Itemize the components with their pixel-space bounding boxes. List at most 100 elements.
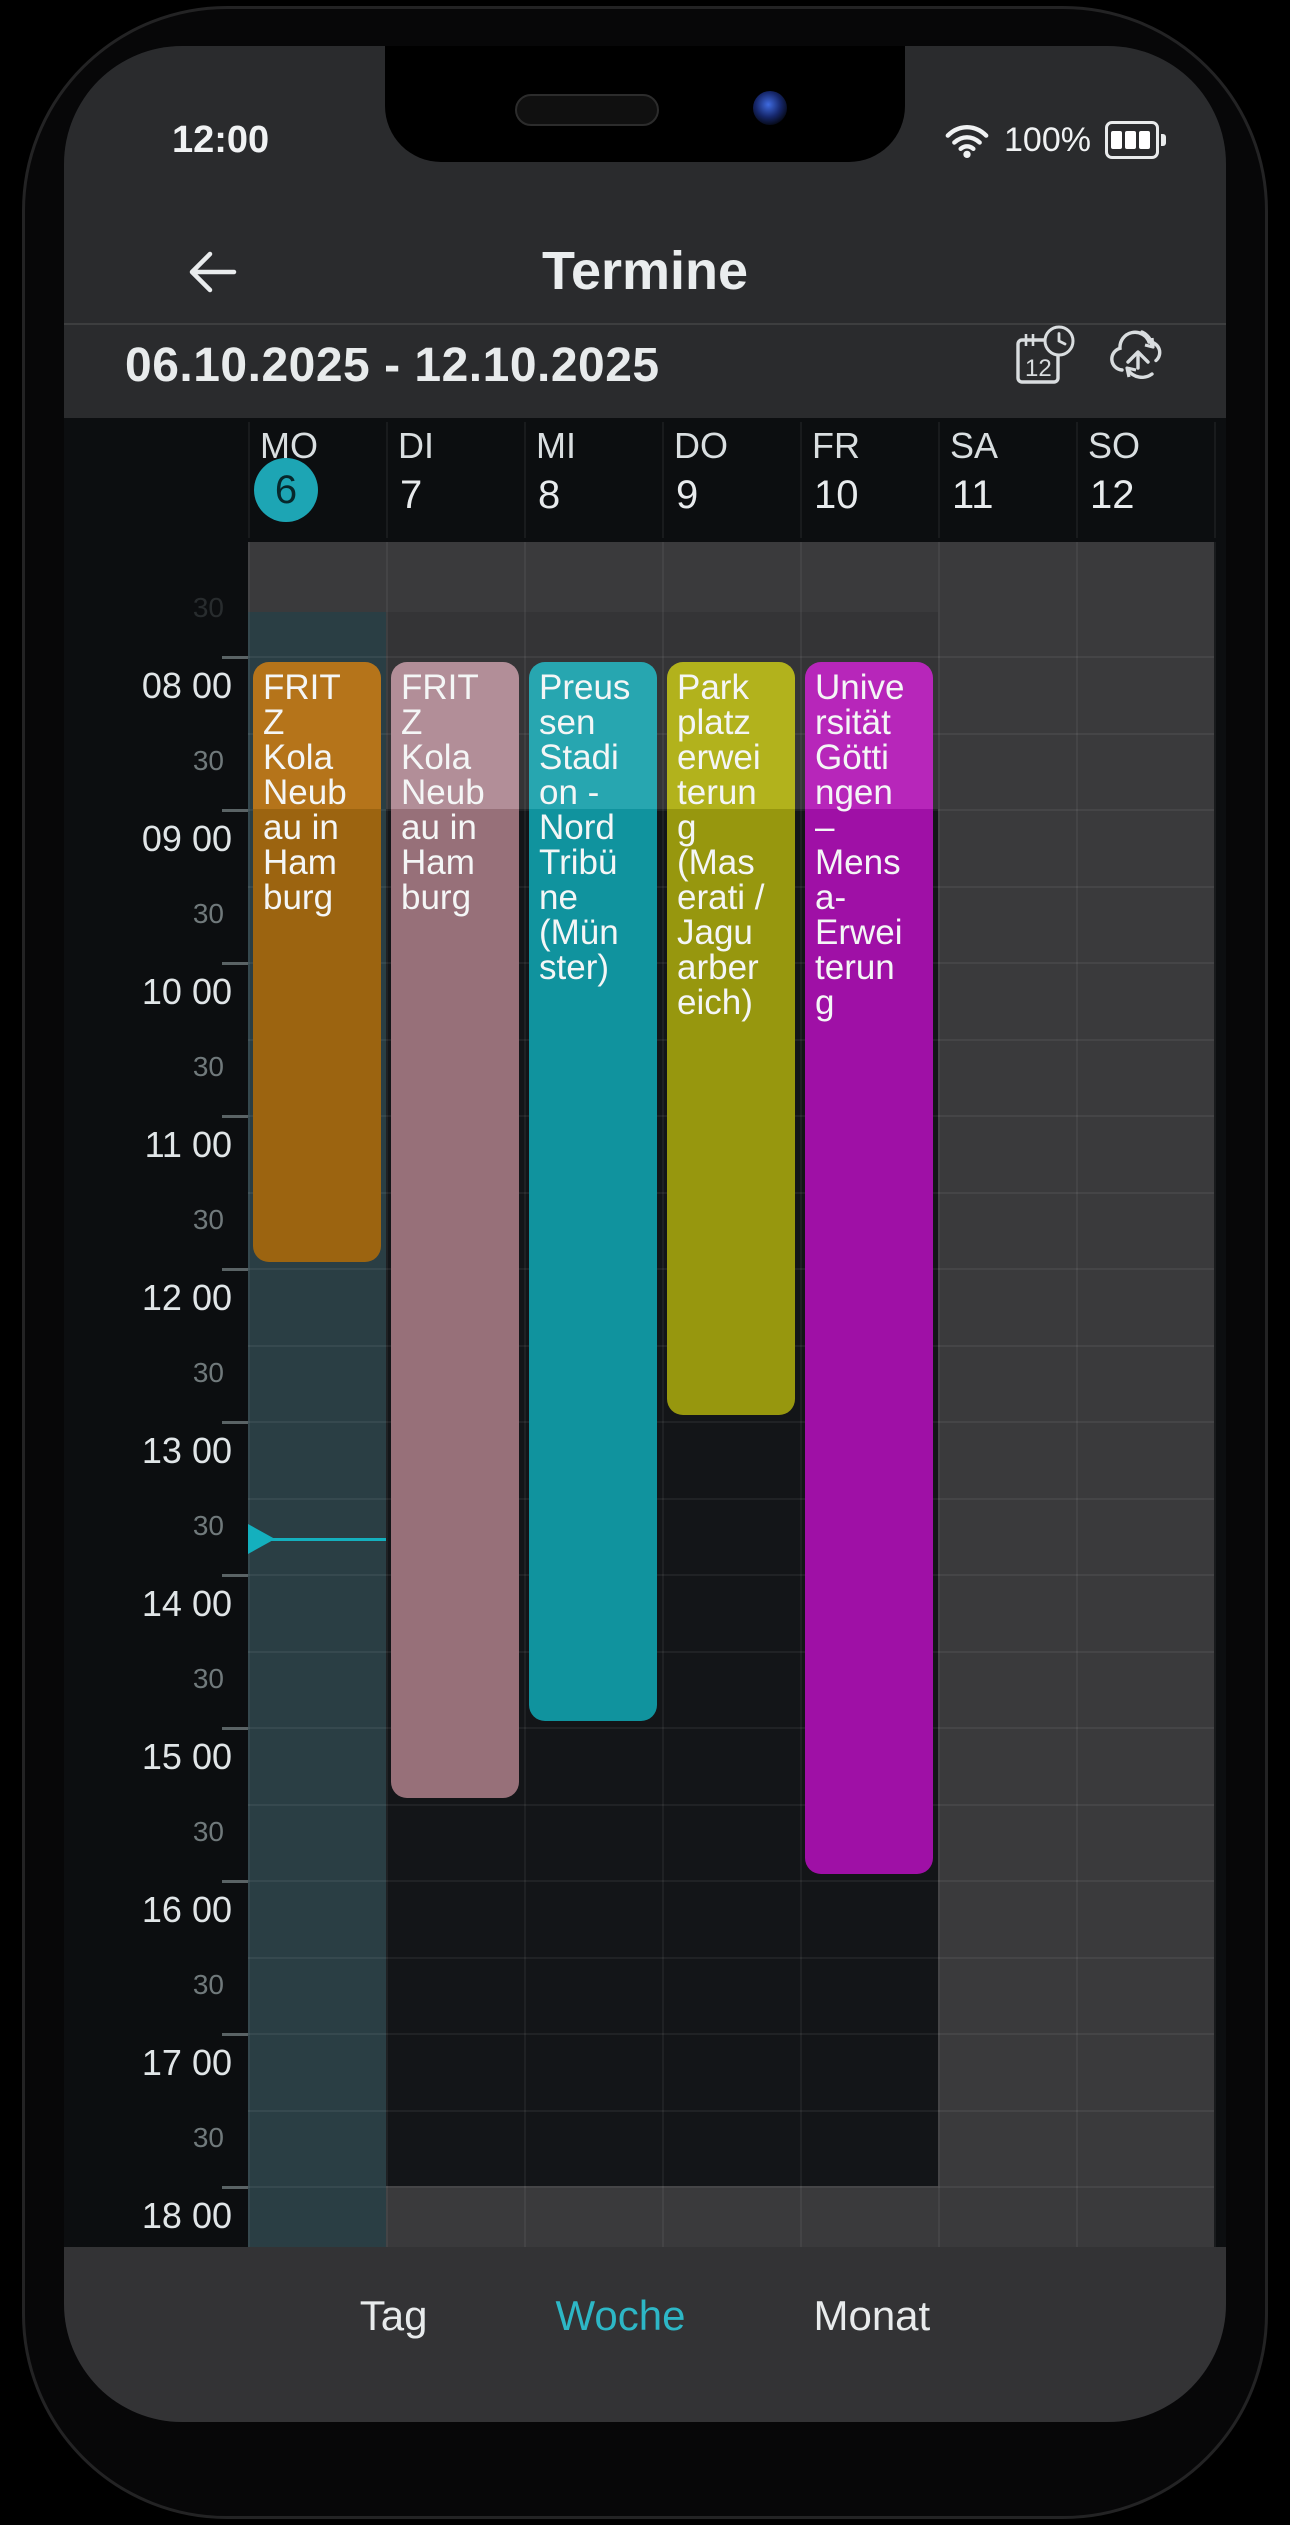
half-hour-label: 30 bbox=[192, 1509, 224, 1541]
status-time: 12:00 bbox=[172, 119, 270, 161]
tab-monat[interactable]: Monat bbox=[813, 2292, 931, 2339]
notch bbox=[385, 46, 905, 162]
column-divider bbox=[1076, 542, 1078, 2247]
hour-label: 12 00 bbox=[141, 1277, 232, 1318]
hour-label: 08 00 bbox=[141, 665, 232, 706]
day-number: 7 bbox=[400, 473, 423, 517]
time-grid[interactable]: 08 00 09 00 10 00 11 00 12 00 13 00 14 00 15 00… bbox=[64, 542, 1226, 2247]
day-number: 10 bbox=[814, 473, 859, 517]
hour-tick bbox=[222, 1574, 248, 1577]
hour-gridline bbox=[248, 1421, 1214, 1423]
back-arrow-icon bbox=[189, 251, 237, 293]
day-name: DO bbox=[674, 425, 728, 466]
day-header-cell-mi[interactable]: MI 8 bbox=[524, 418, 662, 542]
half-hour-label: 30 bbox=[192, 1050, 224, 1082]
week-day-header: MO 6 DI 7 MI 8 DO 9 FR 10 SA 11 SO 12 bbox=[64, 418, 1226, 542]
half-hour-gridline bbox=[248, 1650, 1214, 1653]
half-hour-gridline bbox=[248, 1956, 1214, 1959]
hour-label: 10 00 bbox=[141, 971, 232, 1012]
speaker-grille bbox=[515, 94, 659, 126]
half-hour-label: 30 bbox=[192, 2121, 224, 2153]
half-hour-label: 30 bbox=[192, 897, 224, 929]
day-header-cell-do[interactable]: DO 9 bbox=[662, 418, 800, 542]
today-date-badge: 6 bbox=[254, 458, 318, 522]
battery-icon bbox=[1104, 121, 1166, 159]
day-number: 12 bbox=[1090, 473, 1135, 517]
event-1[interactable]: FRIT Z Kola Neub au in Ham burg bbox=[391, 662, 519, 1798]
front-camera bbox=[753, 91, 787, 125]
hour-tick bbox=[222, 1727, 248, 1730]
hour-label: 14 00 bbox=[141, 1583, 232, 1624]
half-hour-label: 30 bbox=[192, 1968, 224, 2000]
half-hour-label: 30 bbox=[192, 1356, 224, 1388]
column-divider bbox=[800, 422, 802, 538]
hour-label: 09 00 bbox=[141, 818, 232, 859]
half-hour-label: 30 bbox=[192, 1203, 224, 1235]
hour-label: 16 00 bbox=[141, 1889, 232, 1930]
hour-tick bbox=[222, 962, 248, 965]
hour-tick bbox=[222, 1268, 248, 1271]
hour-gridline bbox=[248, 2033, 1214, 2035]
half-hour-gridline bbox=[248, 1497, 1214, 1500]
column-divider bbox=[248, 422, 250, 538]
column-divider bbox=[524, 542, 526, 2247]
battery-percent: 100% bbox=[1004, 120, 1091, 159]
column-divider bbox=[938, 542, 940, 2247]
column-divider bbox=[1214, 422, 1216, 538]
day-header-cell-mo[interactable]: MO 6 bbox=[248, 418, 386, 542]
back-button[interactable] bbox=[182, 242, 242, 302]
day-name: FR bbox=[812, 425, 860, 466]
half-hour-gridline bbox=[248, 1803, 1214, 1806]
day-header-cell-di[interactable]: DI 7 bbox=[386, 418, 524, 542]
hour-label: 13 00 bbox=[141, 1430, 232, 1471]
day-header-cell-sa[interactable]: SA 11 bbox=[938, 418, 1076, 542]
day-name: DI bbox=[398, 425, 434, 466]
page-title: Termine bbox=[541, 241, 749, 301]
day-name: SO bbox=[1088, 425, 1141, 466]
hour-tick bbox=[222, 809, 248, 812]
tab-woche-active[interactable]: Woche bbox=[555, 2292, 686, 2339]
hour-tick bbox=[222, 656, 248, 659]
hour-tick bbox=[222, 2033, 248, 2036]
half-hour-gridline bbox=[248, 2109, 1214, 2112]
hour-gridline bbox=[248, 2186, 1214, 2188]
event-0[interactable]: FRIT Z Kola Neub au in Ham burg bbox=[253, 662, 381, 1262]
column-divider bbox=[662, 422, 664, 538]
column-divider bbox=[386, 542, 388, 2247]
column-divider bbox=[1214, 542, 1216, 2247]
event-2[interactable]: Preus sen Stadi on - Nord Tribü ne (Mün … bbox=[529, 662, 657, 1721]
column-divider bbox=[1076, 422, 1078, 538]
event-4[interactable]: Unive rsität Götti ngen – Mens a- Erwei … bbox=[805, 662, 933, 1874]
hour-tick bbox=[222, 1880, 248, 1883]
current-time-arrow-icon bbox=[248, 1523, 275, 1554]
grid-zone-weekend bbox=[938, 542, 1214, 2247]
day-number: 11 bbox=[952, 473, 994, 517]
cloud-sync-button[interactable] bbox=[1106, 324, 1170, 388]
header-divider bbox=[64, 323, 1226, 325]
day-number: 8 bbox=[538, 473, 561, 517]
half-hour-label: 30 bbox=[192, 744, 224, 776]
date-range-label: 06.10.2025 - 12.10.2025 bbox=[125, 339, 660, 392]
current-time-line bbox=[248, 1537, 386, 1541]
column-divider bbox=[248, 542, 250, 2247]
day-header-cell-so[interactable]: SO 12 bbox=[1076, 418, 1214, 542]
tab-tag[interactable]: Tag bbox=[359, 2292, 428, 2339]
svg-text:12: 12 bbox=[1025, 355, 1052, 382]
event-3[interactable]: Park platz erwei terun g (Mas erati / Ja… bbox=[667, 662, 795, 1415]
column-divider bbox=[386, 422, 388, 538]
wifi-icon bbox=[944, 121, 990, 159]
hour-label: 17 00 bbox=[141, 2042, 232, 2083]
day-header-cell-fr[interactable]: FR 10 bbox=[800, 418, 938, 542]
hour-gridline bbox=[248, 1574, 1214, 1576]
hour-label: 18 00 bbox=[141, 2195, 232, 2236]
hour-gridline bbox=[248, 1880, 1214, 1882]
hour-gridline bbox=[248, 1727, 1214, 1729]
calendar-clock-button[interactable]: 12 bbox=[1012, 324, 1076, 388]
column-divider bbox=[800, 542, 802, 2247]
column-divider bbox=[524, 422, 526, 538]
day-name: SA bbox=[950, 425, 999, 466]
hour-gridline bbox=[248, 656, 1214, 658]
hour-tick bbox=[222, 1115, 248, 1118]
hour-label: 15 00 bbox=[141, 1736, 232, 1777]
day-name: MI bbox=[536, 425, 576, 466]
